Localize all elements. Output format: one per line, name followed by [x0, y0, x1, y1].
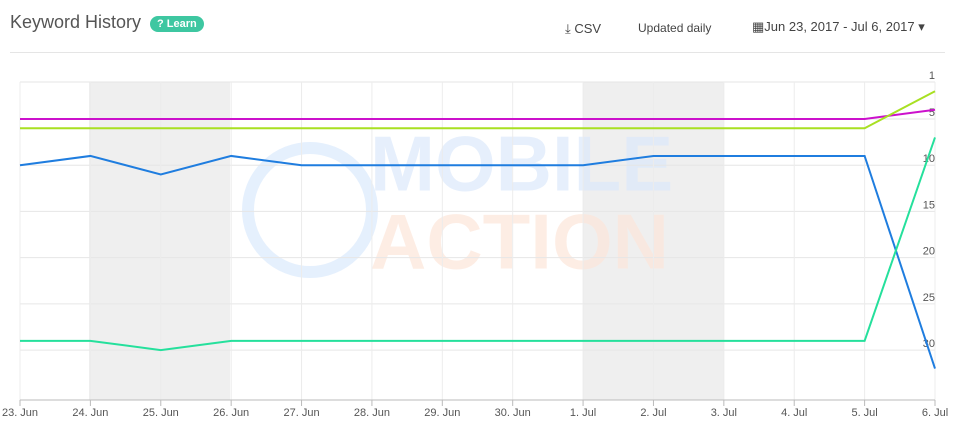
x-tick-label: 6. Jul [922, 407, 948, 419]
y-tick-label: 20 [923, 246, 935, 258]
x-tick-label: 4. Jul [781, 407, 807, 419]
update-note: Updated daily [638, 21, 712, 35]
date-text: Jun 23, 2017 - Jul 6, 2017 [764, 19, 915, 34]
series-line [20, 137, 936, 352]
y-tick-label: 25 [923, 292, 935, 304]
watermark: MOBILE [370, 120, 673, 208]
x-tick-label: 23. Jun [2, 407, 38, 419]
y-tick-label: 15 [923, 199, 935, 211]
series-line [20, 108, 936, 120]
title: Keyword History [10, 12, 142, 32]
x-tick-label: 25. Jun [143, 407, 179, 419]
x-tick-label: 2. Jul [640, 407, 666, 419]
x-tick-label: 24. Jun [72, 407, 108, 419]
learn-text: Learn [166, 18, 197, 30]
y-tick-label: 5 [929, 107, 935, 119]
date-picker[interactable]: ▦Jun 23, 2017 - Jul 6, 2017 ▾ [752, 19, 925, 34]
y-tick-label: 1 [929, 70, 935, 82]
watermark: ACTION [370, 198, 669, 286]
series-line [19, 154, 936, 369]
divider [10, 52, 945, 53]
series-line [20, 90, 936, 130]
x-tick-label: 29. Jun [424, 407, 460, 419]
weekend-band [89, 82, 230, 400]
x-tick-label: 5. Jul [851, 407, 877, 419]
x-tick-label: 28. Jun [354, 407, 390, 419]
csv-button[interactable]: ⤓ CSV [565, 21, 602, 36]
watermark-logo [242, 142, 378, 278]
csv-text: CSV [574, 21, 602, 36]
x-tick-label: 26. Jun [213, 407, 249, 419]
x-tick-label: 3. Jul [711, 407, 737, 419]
x-tick-label: 30. Jun [495, 407, 531, 419]
learn-badge[interactable]: ? Learn [150, 16, 204, 32]
x-tick-label: 27. Jun [283, 407, 319, 419]
x-tick-label: 1. Jul [570, 407, 596, 419]
